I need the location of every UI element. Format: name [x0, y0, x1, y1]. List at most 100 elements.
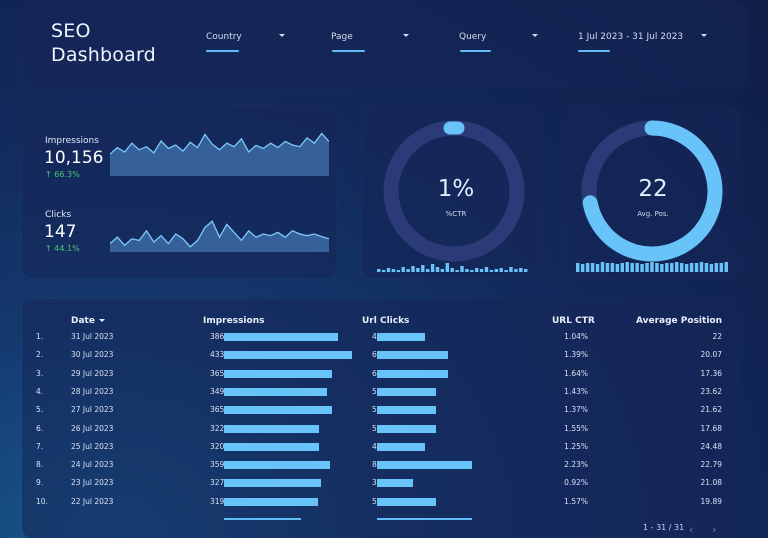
header-panel: SEO Dashboard Country Page Query 1 Jul 2…	[22, 2, 746, 88]
clicks-value: 147	[44, 222, 77, 242]
daily-mini-bar	[524, 269, 528, 272]
caret-down-icon	[532, 34, 538, 37]
table-row: 9. 23 Jul 2023 327 3 0.92% 21.08	[22, 474, 738, 492]
table-row: 8. 24 Jul 2023 359 8 2.23% 22.79	[22, 456, 738, 474]
daily-mini-bar	[679, 263, 684, 272]
daily-mini-bar	[377, 269, 381, 272]
country-filter-underline	[206, 50, 239, 52]
ctr-label: %CTR	[445, 210, 467, 218]
caret-down-icon	[403, 34, 409, 37]
impressions-bar	[224, 461, 331, 470]
ctr-cell: 1.04%	[564, 332, 588, 341]
table-row: 1. 31 Jul 2023 386 4 1.04% 22	[22, 328, 738, 346]
position-cell: 17.36	[700, 368, 722, 378]
daily-mini-bar	[460, 266, 464, 272]
daily-mini-bar	[435, 267, 440, 272]
avg-position-donut	[581, 120, 723, 262]
sparkline-area	[110, 133, 329, 176]
daily-mini-bar	[625, 262, 629, 272]
date-cell: 29 Jul 2023	[71, 368, 114, 378]
impressions-bar	[224, 497, 319, 506]
daily-mini-bar	[580, 264, 585, 272]
clicks-column-header[interactable]: Url Clicks	[362, 316, 410, 326]
clicks-value: 4	[372, 441, 377, 451]
row-number: 1.	[36, 332, 44, 341]
daily-mini-bar	[455, 270, 459, 272]
table-row: 4. 28 Jul 2023 349 5 1.43% 23.62	[22, 383, 738, 401]
daily-mini-bar	[381, 270, 386, 272]
daily-mini-bar	[689, 263, 694, 272]
country-filter-label: Country	[206, 32, 242, 42]
daily-mini-bar	[499, 268, 503, 272]
daily-mini-bar	[585, 263, 590, 272]
daily-mini-bar	[440, 269, 445, 272]
impressions-value: 322	[210, 423, 225, 433]
date-cell: 27 Jul 2023	[71, 405, 114, 415]
table-row: 10. 22 Jul 2023 319 5 1.57% 19.89	[22, 493, 738, 511]
daily-mini-bar	[724, 262, 728, 272]
row-number: 3.	[36, 368, 44, 378]
impressions-column-underline	[224, 518, 301, 520]
sort-desc-icon	[98, 319, 105, 322]
daily-mini-bar	[699, 262, 704, 272]
page-filter-underline	[332, 50, 365, 52]
clicks-sparkline	[110, 220, 329, 252]
position-cell: 17.68	[700, 423, 722, 433]
clicks-label: Clicks	[45, 210, 72, 220]
impressions-sparkline	[110, 132, 329, 176]
row-number: 7.	[36, 441, 44, 451]
chevron-left-icon[interactable]: ‹	[689, 523, 694, 536]
table-row: 3. 29 Jul 2023 365 6 1.64% 17.36	[22, 365, 738, 383]
daily-mini-bar	[660, 264, 664, 272]
clicks-bar	[377, 479, 413, 488]
clicks-value: 5	[372, 496, 377, 506]
daily-mini-bar	[470, 270, 474, 272]
date-cell: 22 Jul 2023	[71, 496, 114, 506]
daily-mini-bar	[620, 263, 624, 272]
impressions-bar	[224, 406, 332, 415]
impressions-value: 320	[210, 441, 225, 451]
impressions-value: 433	[210, 350, 225, 360]
row-number: 9.	[36, 478, 44, 488]
daily-mini-bar	[694, 263, 699, 272]
row-number: 8.	[36, 460, 44, 470]
position-column-header[interactable]: Average Position	[635, 316, 722, 326]
clicks-bar	[377, 497, 437, 506]
daily-mini-bar	[655, 263, 659, 272]
clicks-bar	[377, 369, 449, 378]
avg-position-label: Avg. Pos.	[637, 210, 669, 218]
clicks-value: 8	[372, 460, 377, 470]
clicks-bar	[377, 387, 437, 396]
daily-mini-bar	[450, 268, 454, 272]
ctr-cell: 1.39%	[564, 350, 588, 360]
avg-position-scorecard: 22 Avg. Pos.	[566, 106, 740, 278]
daily-mini-bar	[709, 264, 714, 272]
impressions-value: 359	[210, 460, 225, 470]
ctr-cell: 2.23%	[564, 460, 588, 470]
date-cell: 24 Jul 2023	[71, 460, 114, 470]
chevron-right-icon[interactable]: ›	[712, 523, 717, 536]
impressions-bar	[224, 369, 332, 378]
clicks-bar	[377, 351, 449, 360]
ctr-scorecard: 1% %CTR	[362, 106, 540, 278]
daily-mini-bar	[665, 263, 669, 272]
daily-mini-bar	[421, 265, 425, 272]
daily-mini-bar	[479, 269, 484, 272]
daily-mini-bar	[714, 263, 719, 272]
row-number: 10.	[36, 496, 48, 506]
clicks-value: 5	[372, 386, 377, 396]
daily-mini-bar	[465, 269, 469, 272]
ctr-cell: 1.25%	[564, 441, 588, 451]
ctr-column-header[interactable]: URL CTR	[552, 316, 595, 326]
daily-mini-bar	[704, 263, 709, 272]
date-range-underline	[578, 50, 610, 52]
daily-mini-bar	[411, 266, 415, 272]
date-column-header[interactable]: Date	[71, 316, 105, 326]
daily-mini-bar	[504, 270, 508, 272]
table-row: 6. 26 Jul 2023 322 5 1.55% 17.68	[22, 420, 738, 438]
impressions-column-header[interactable]: Impressions	[203, 316, 265, 326]
clicks-value: 6	[372, 350, 377, 360]
daily-mini-bar	[576, 263, 580, 272]
position-cell: 19.89	[700, 496, 722, 506]
impressions-bar	[224, 387, 328, 396]
